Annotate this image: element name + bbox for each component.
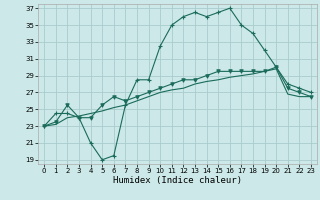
X-axis label: Humidex (Indice chaleur): Humidex (Indice chaleur) [113,176,242,185]
